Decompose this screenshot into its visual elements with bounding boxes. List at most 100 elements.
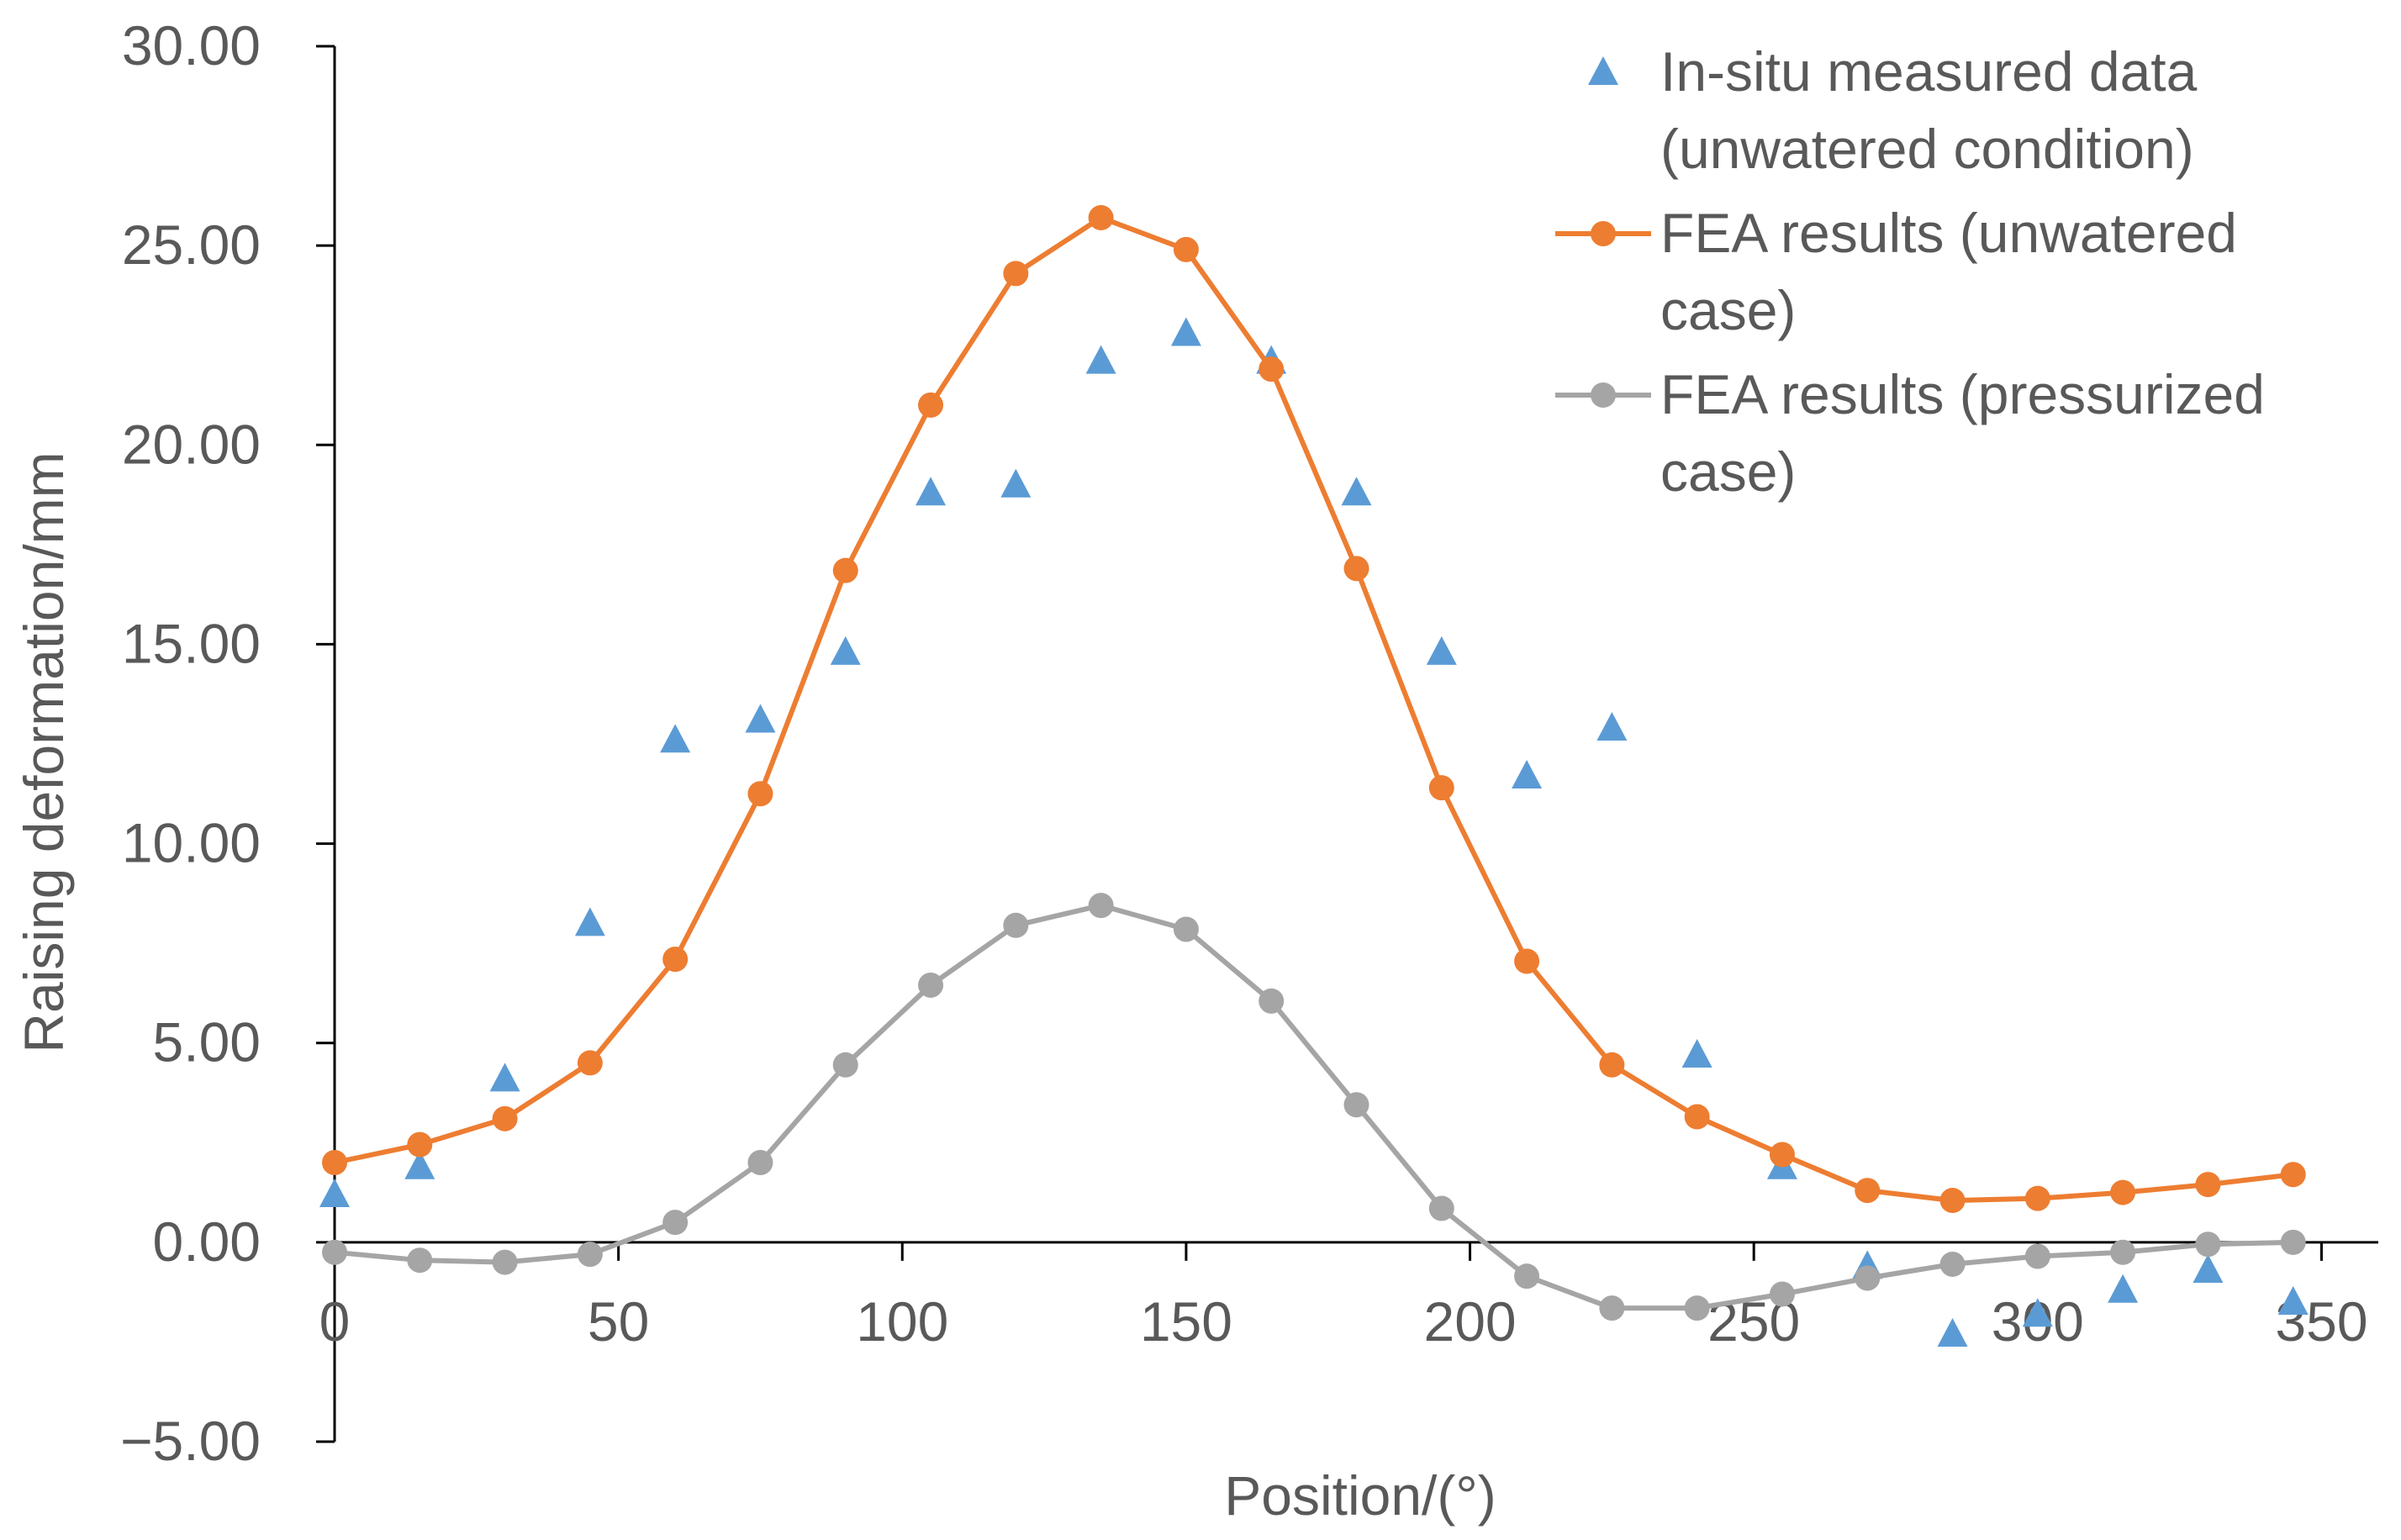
legend-marker: [1591, 382, 1616, 408]
data-point: [1681, 1038, 1712, 1068]
y-tick-label: 20.00: [122, 413, 261, 475]
y-axis-title: Raising deformation/mm: [13, 451, 75, 1052]
legend-entry-1: In-situ measured data (unwatered conditio…: [1588, 40, 2198, 180]
data-point: [747, 781, 773, 807]
data-point: [2024, 1243, 2050, 1269]
data-point: [1769, 1281, 1795, 1307]
data-point: [1426, 636, 1457, 665]
series-line: [334, 214, 2294, 1204]
x-tick-label: 0: [319, 1290, 351, 1353]
data-point: [1170, 317, 1201, 346]
data-point: [1173, 916, 1199, 942]
data-point: [2195, 1172, 2221, 1198]
data-point: [577, 1050, 603, 1076]
data-point: [574, 907, 605, 936]
y-tick-label: −5.00: [120, 1410, 261, 1472]
x-tick-label: 200: [1423, 1290, 1516, 1353]
data-point: [1000, 468, 1032, 498]
data-point: [660, 724, 691, 753]
data-point: [747, 1150, 773, 1175]
data-point: [2280, 1229, 2306, 1255]
data-point: [1599, 1052, 1625, 1078]
legend-label: FEA results (pressurized case): [1660, 363, 2265, 503]
data-point: [662, 1210, 689, 1236]
legend-marker: [1588, 56, 1618, 85]
legend-entry-2: FEA results (unwatered case): [1555, 202, 2237, 341]
data-point: [745, 704, 776, 733]
data-point: [916, 477, 947, 506]
data-point: [1259, 988, 1285, 1014]
series-layer: [319, 204, 2309, 1347]
data-point: [1514, 948, 1540, 974]
data-point: [2110, 1179, 2136, 1205]
legend: In-situ measured data (unwatered conditio…: [1555, 40, 2265, 503]
data-point: [1088, 204, 1114, 230]
legend-entry-3: FEA results (pressurized case): [1555, 363, 2265, 503]
series-1: [319, 317, 2309, 1347]
legend-label: FEA results (unwatered case): [1660, 202, 2237, 341]
series-2: [322, 204, 2306, 1214]
data-point: [2280, 1162, 2306, 1188]
data-point: [577, 1242, 603, 1268]
x-axis-title: Position/(°): [1224, 1464, 1496, 1527]
data-point: [662, 947, 689, 973]
y-tick-label: 0.00: [153, 1210, 261, 1273]
data-point: [1341, 477, 1372, 506]
data-point: [918, 972, 944, 998]
data-point: [1343, 1092, 1369, 1118]
data-point: [2022, 1298, 2053, 1327]
data-point: [2110, 1239, 2136, 1265]
data-point: [492, 1105, 518, 1131]
y-tick-label: 5.00: [153, 1011, 261, 1073]
data-point: [407, 1131, 433, 1158]
data-point: [407, 1247, 433, 1274]
data-point: [2195, 1231, 2221, 1258]
data-point: [1937, 1317, 1968, 1347]
data-point: [1428, 775, 1454, 801]
x-tick-label: 150: [1140, 1290, 1232, 1353]
series-line: [334, 903, 2293, 1311]
data-point: [322, 1150, 347, 1175]
data-point: [1003, 912, 1029, 938]
data-point: [322, 1239, 347, 1265]
y-tick-label: 15.00: [122, 612, 261, 674]
data-point: [1428, 1195, 1454, 1221]
data-point: [1343, 556, 1369, 582]
data-point: [1855, 1178, 1881, 1204]
data-point: [1512, 759, 1543, 788]
data-point: [1085, 345, 1116, 374]
data-point: [1514, 1263, 1540, 1289]
data-point: [1003, 261, 1029, 287]
x-tick-label: 100: [856, 1290, 948, 1353]
data-point: [918, 392, 944, 418]
data-point: [830, 636, 861, 665]
y-tick-label: 30.00: [122, 14, 261, 76]
data-point: [1596, 712, 1628, 741]
series-3: [322, 893, 2306, 1321]
data-point: [1173, 236, 1199, 262]
data-point: [832, 557, 858, 583]
data-point: [492, 1249, 518, 1275]
data-point: [1684, 1295, 1710, 1321]
data-point: [1684, 1104, 1710, 1130]
data-point: [1939, 1188, 1966, 1214]
data-point: [1855, 1265, 1881, 1291]
data-point: [489, 1063, 520, 1092]
legend-marker: [1591, 221, 1616, 246]
data-point: [1259, 356, 1285, 382]
data-point: [2193, 1254, 2224, 1284]
data-point: [1939, 1251, 1966, 1277]
data-point: [2108, 1274, 2139, 1303]
data-point: [2277, 1286, 2309, 1315]
data-point: [832, 1052, 858, 1078]
x-tick-label: 50: [588, 1290, 649, 1353]
data-point: [2024, 1185, 2050, 1211]
data-point: [1599, 1295, 1625, 1321]
data-point: [404, 1150, 435, 1179]
y-tick-label: 10.00: [122, 812, 261, 874]
legend-label: In-situ measured data (unwatered conditio…: [1660, 40, 2198, 180]
data-point: [319, 1178, 350, 1207]
data-point: [1769, 1142, 1795, 1168]
data-point: [1088, 893, 1114, 919]
